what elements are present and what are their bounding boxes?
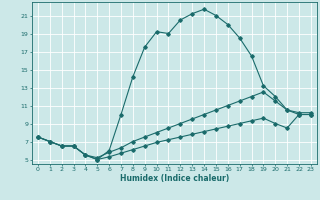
- X-axis label: Humidex (Indice chaleur): Humidex (Indice chaleur): [120, 174, 229, 183]
